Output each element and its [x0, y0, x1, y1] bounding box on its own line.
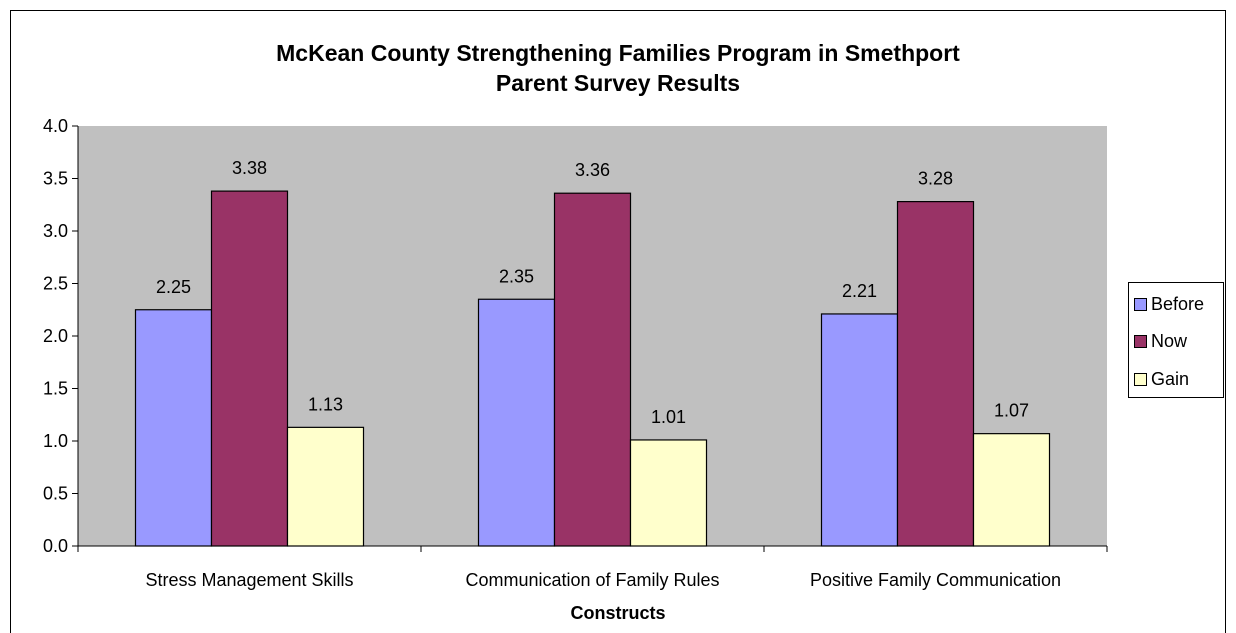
data-label-gain-3: 1.07: [994, 401, 1029, 421]
bar-before-2: [477, 298, 556, 547]
bar-now-1: [210, 190, 289, 547]
bar-now-2: [553, 192, 632, 547]
x-tick-label-3: Positive Family Communication: [810, 570, 1061, 590]
y-tick-label-0: 0.0: [43, 536, 68, 556]
legend-item-now: Now: [1134, 329, 1187, 353]
legend-swatch-now: [1134, 334, 1147, 348]
legend-swatch-before: [1134, 297, 1147, 311]
data-label-before-1: 2.25: [156, 277, 191, 297]
y-tick-label-3: 1.5: [43, 379, 68, 399]
data-label-gain-2: 1.01: [651, 407, 686, 427]
chart-legend: Before Now Gain: [1128, 282, 1224, 398]
legend-label-gain: Gain: [1151, 368, 1190, 389]
chart-title-line-2: Parent Survey Results: [495, 70, 741, 96]
data-label-before-3: 2.21: [842, 281, 877, 301]
bar-gain-1: [286, 426, 365, 547]
y-tick-label-5: 2.5: [43, 274, 68, 294]
legend-label-now: Now: [1151, 330, 1188, 351]
bar-gain-2: [629, 439, 708, 547]
bar-before-3: [820, 313, 899, 547]
bar-before-1: [134, 309, 213, 547]
x-tick-label-1: Stress Management Skills: [145, 570, 353, 590]
bar-now-3: [896, 201, 975, 547]
x-tick-label-2: Communication of Family Rules: [465, 570, 719, 590]
chart-title-line-1: McKean County Strengthening Families Pro…: [276, 40, 960, 66]
legend-item-gain: Gain: [1134, 367, 1189, 391]
legend-item-before: Before: [1134, 292, 1204, 316]
y-tick-label-4: 2.0: [43, 326, 68, 346]
data-label-before-2: 2.35: [499, 266, 534, 286]
y-tick-label-1: 0.5: [43, 484, 68, 504]
legend-label-before: Before: [1151, 293, 1205, 314]
data-label-gain-1: 1.13: [308, 394, 343, 414]
legend-swatch-gain: [1134, 372, 1147, 386]
y-tick-label-7: 3.5: [43, 169, 68, 189]
chart-title: McKean County Strengthening Families Pro…: [0, 38, 1236, 98]
data-label-now-3: 3.28: [918, 169, 953, 189]
x-axis-title: Constructs: [570, 603, 666, 623]
bar-gain-3: [972, 433, 1051, 547]
data-label-now-1: 3.38: [232, 158, 267, 178]
y-tick-label-2: 1.0: [43, 431, 68, 451]
y-tick-label-8: 4.0: [43, 116, 68, 136]
data-label-now-2: 3.36: [575, 160, 610, 180]
y-tick-label-6: 3.0: [43, 221, 68, 241]
